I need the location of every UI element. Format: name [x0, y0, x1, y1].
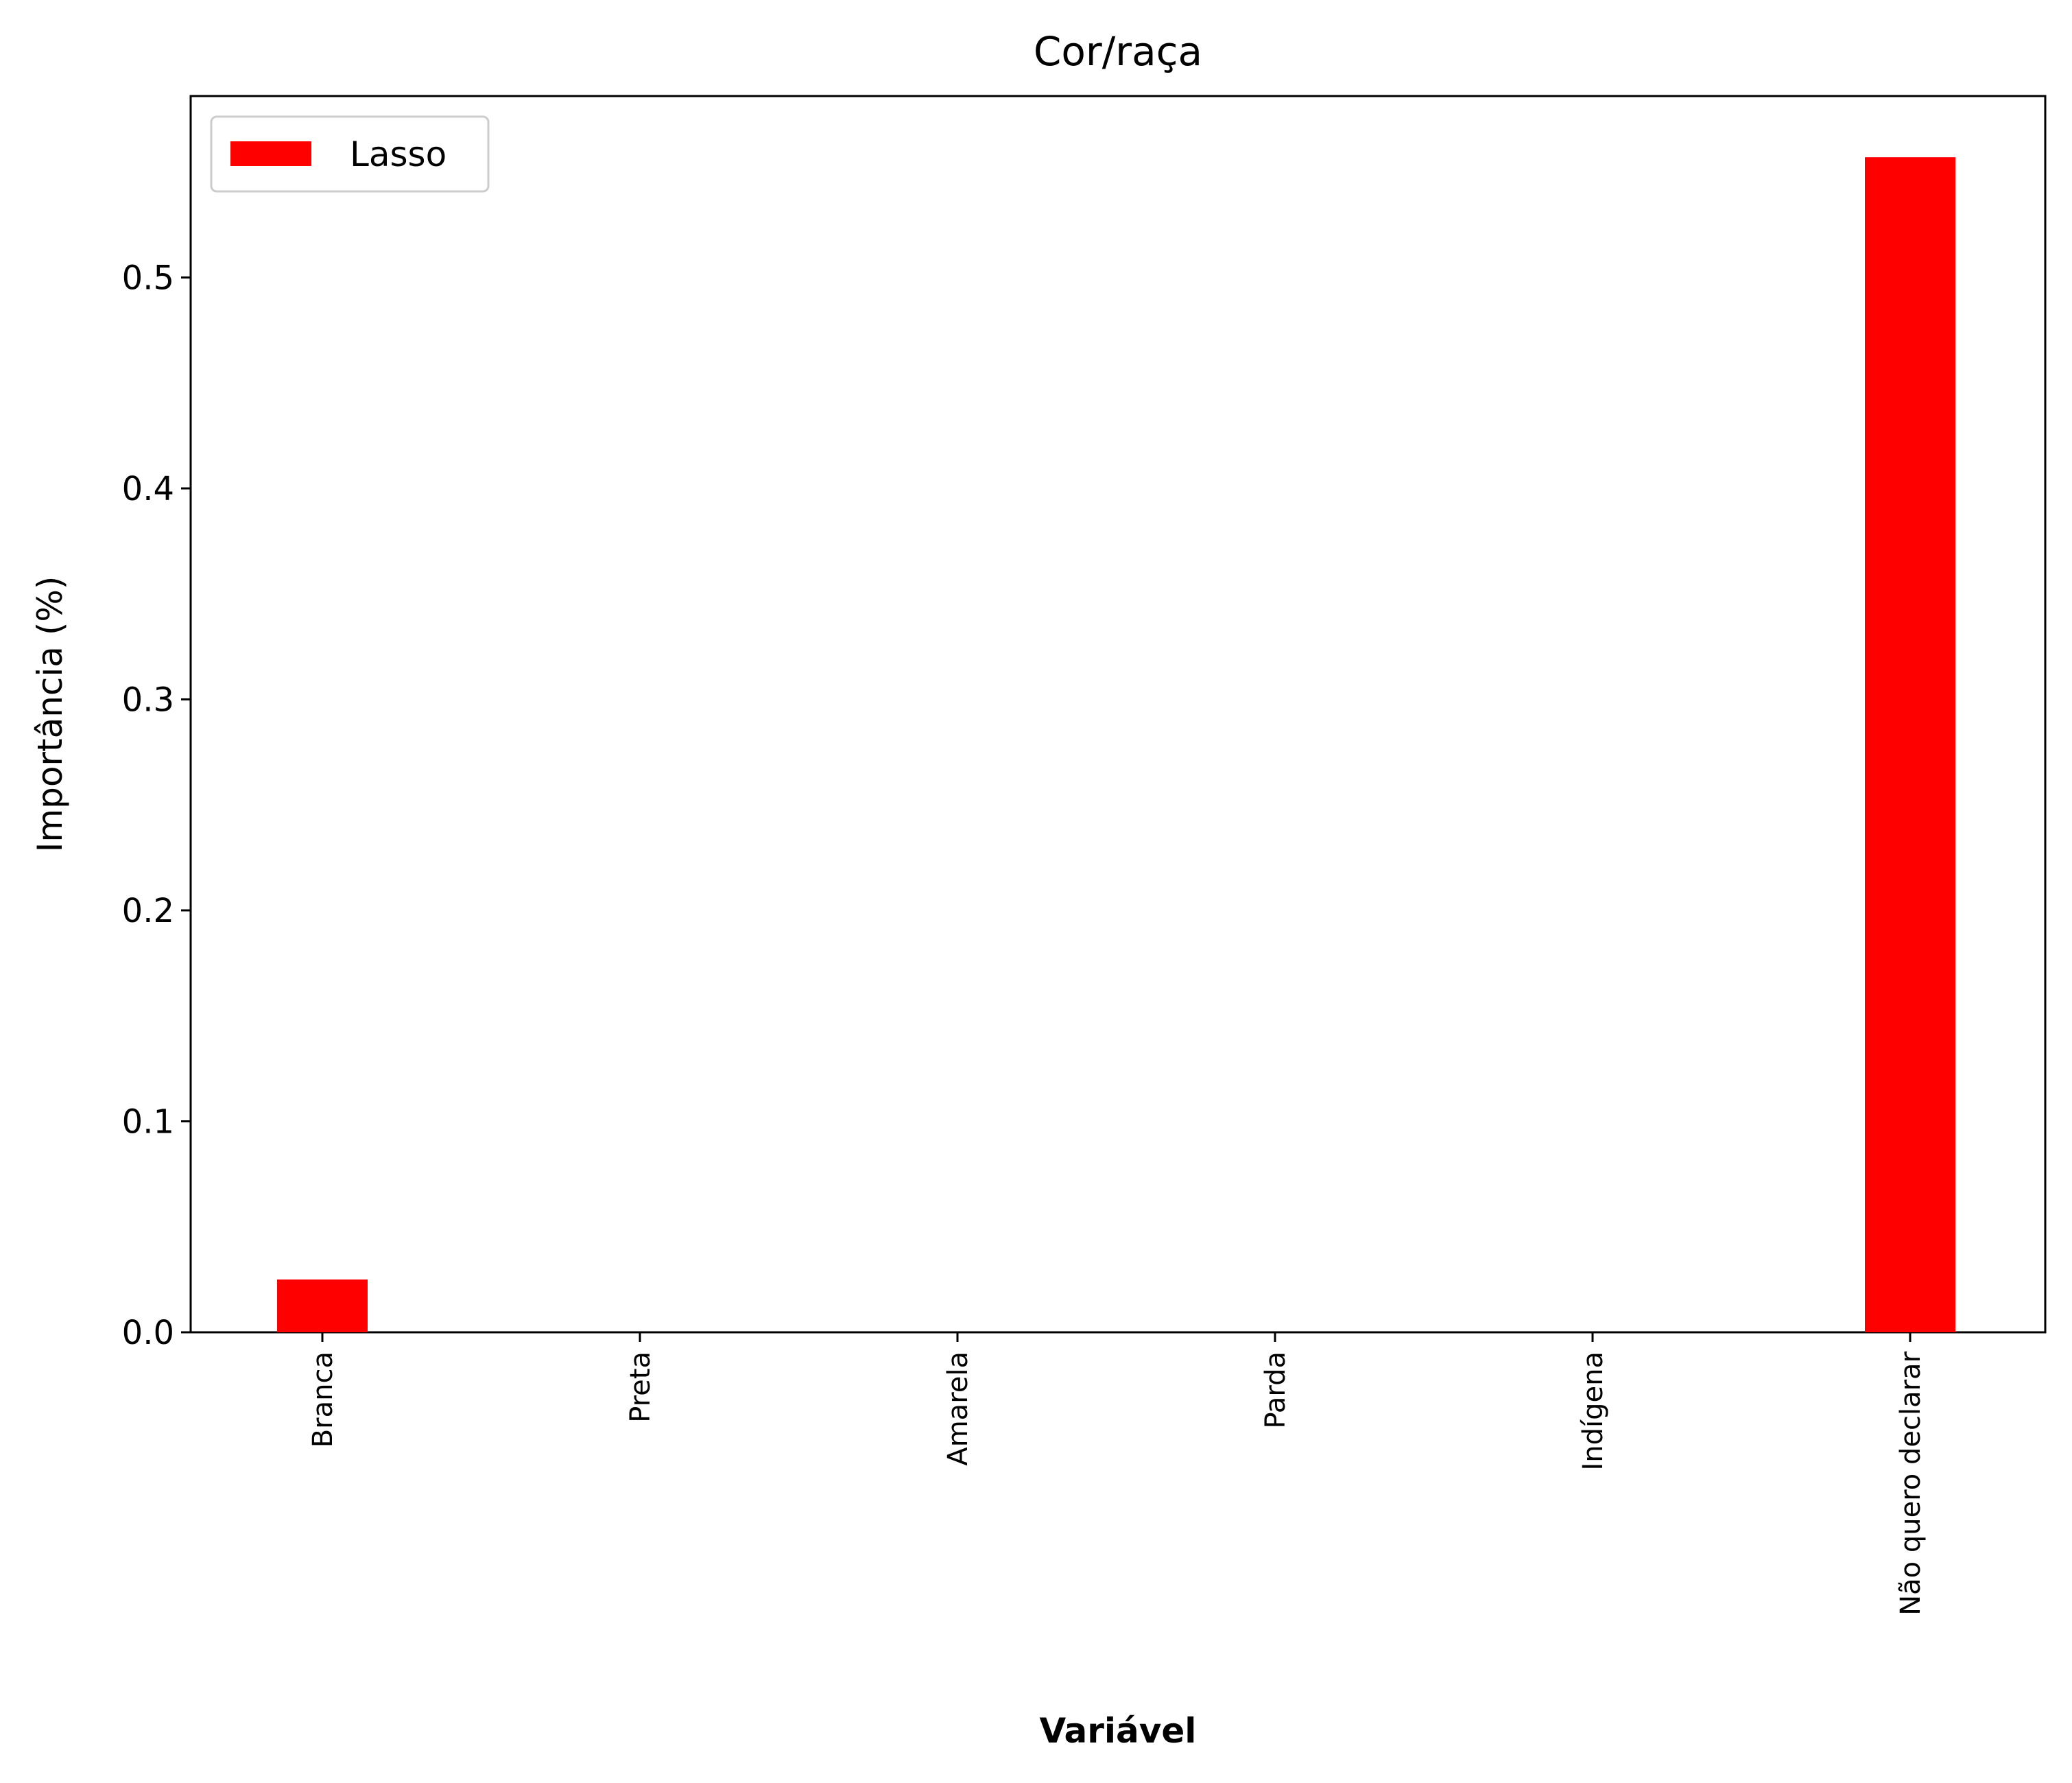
- x-tick-label: Não quero declarar: [1895, 1351, 1927, 1615]
- plot-frame: [189, 95, 2047, 1334]
- y-tick-label: 0.1: [122, 1102, 174, 1141]
- x-tick-label: Parda: [1260, 1351, 1291, 1428]
- x-tick-label: Preta: [625, 1351, 656, 1423]
- y-tick-label: 0.2: [122, 892, 174, 930]
- y-tick-label: 0.3: [122, 681, 174, 719]
- plot-area: 0.0 0.1 0.2 0.3 0.4 0.5 Branca Preta Amarela Par…: [122, 95, 2047, 1616]
- y-axis-ticks: 0.0 0.1 0.2 0.3 0.4 0.5: [122, 259, 191, 1352]
- bar-branca: [277, 1279, 368, 1332]
- y-tick-label: 0.4: [122, 470, 174, 508]
- legend-label: Lasso: [350, 134, 446, 174]
- x-tick-label: Indígena: [1577, 1351, 1609, 1471]
- legend-box: [210, 115, 490, 193]
- bar-n-o-quero-declarar: [1865, 157, 1955, 1332]
- x-axis-ticks: Branca Preta Amarela Parda Indígena Não quero…: [307, 1332, 1927, 1616]
- x-tick-label: Branca: [307, 1351, 339, 1448]
- y-axis-label: Importância (%): [30, 576, 70, 853]
- x-axis-label: Variável: [1040, 1711, 1197, 1751]
- y-tick-label: 0.0: [122, 1314, 174, 1352]
- x-tick-label: Amarela: [942, 1351, 974, 1466]
- y-tick-label: 0.5: [122, 259, 174, 297]
- chart-title: Cor/raça: [1034, 28, 1202, 75]
- legend: Lasso: [210, 115, 490, 193]
- bars-layer: [277, 157, 1955, 1332]
- legend-swatch: [230, 141, 311, 166]
